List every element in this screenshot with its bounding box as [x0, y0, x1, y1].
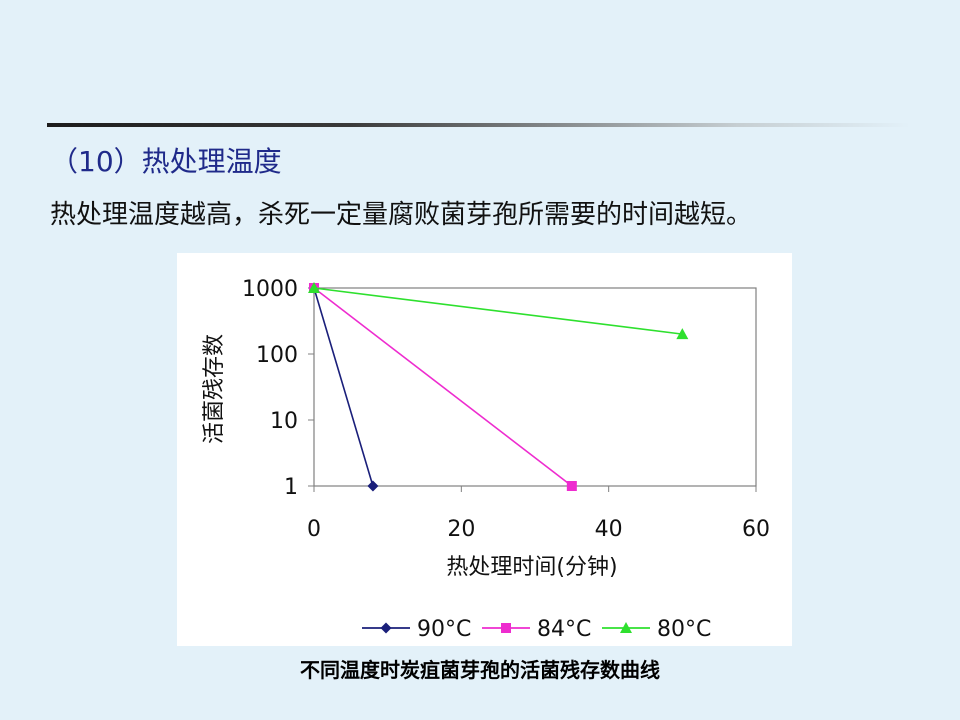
legend-item: 84°C [482, 617, 591, 642]
data-point [566, 481, 577, 491]
y-tick-label: 10 [270, 409, 298, 434]
chart-caption: 不同温度时炭疽菌芽孢的活菌残存数曲线 [300, 658, 660, 682]
tick-labels: 1 10 100 1000 0 20 40 60 [242, 277, 770, 542]
axes [308, 287, 757, 492]
data-point [676, 328, 689, 340]
x-axis-label: 热处理时间(分钟) [446, 555, 617, 580]
series-line [313, 287, 374, 487]
x-tick-label: 0 [307, 517, 321, 542]
section-heading: （10）热处理温度 [50, 145, 282, 178]
legend-item: 80°C [602, 617, 711, 642]
y-axis-label: 活菌残存数 [202, 334, 227, 444]
chart-panel: 1 10 100 1000 0 20 40 60 活菌残存数 热处理时间(分钟) 90°C 84… [177, 253, 792, 646]
legend-marker [501, 623, 511, 633]
legend-label: 84°C [537, 617, 591, 642]
series-line [313, 287, 683, 335]
data-point [367, 480, 379, 492]
data-point [308, 282, 320, 293]
data-series [308, 282, 689, 492]
y-tick-label: 1 [284, 475, 298, 500]
legend: 90°C 84°C 80°C [362, 617, 711, 642]
plot-frame [313, 287, 757, 487]
legend-marker [380, 622, 392, 634]
section-description: 热处理温度越高，杀死一定量腐败菌芽孢所需要的时间越短。 [50, 200, 753, 230]
legend-label: 90°C [417, 617, 471, 642]
legend-marker [620, 622, 632, 633]
y-tick-label: 1000 [242, 277, 298, 302]
title-divider [47, 123, 910, 127]
y-tick-label: 100 [256, 343, 298, 368]
series-line [313, 287, 573, 487]
legend-label: 80°C [657, 617, 711, 642]
x-tick-label: 40 [595, 517, 623, 542]
x-tick-label: 60 [742, 517, 770, 542]
legend-item: 90°C [362, 617, 471, 642]
x-tick-label: 20 [447, 517, 475, 542]
series-2 [308, 282, 689, 340]
survival-curve-chart: 1 10 100 1000 0 20 40 60 活菌残存数 热处理时间(分钟) 90°C 84… [202, 277, 770, 642]
